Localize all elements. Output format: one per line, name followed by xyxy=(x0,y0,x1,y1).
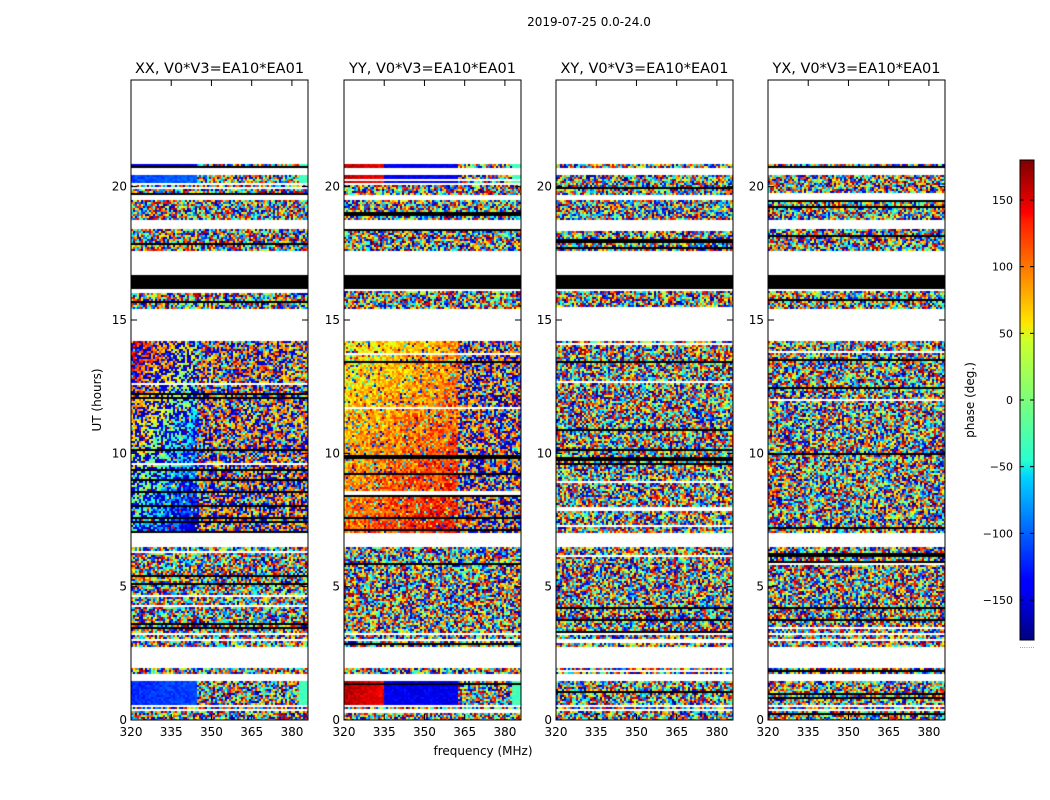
x-tick-label: 335 xyxy=(373,725,396,739)
heatmap-image xyxy=(131,80,308,720)
colorbar-tick-label: 0 xyxy=(1006,394,1013,407)
heatmap-canvas xyxy=(131,80,308,720)
y-tick-label: 15 xyxy=(112,313,127,327)
x-tick-label: 335 xyxy=(160,725,183,739)
x-tick-label: 350 xyxy=(837,725,860,739)
panel-xy: XY, V0*V3=EA10*EA01 320 335 350 365 380 0 5 10 15… xyxy=(537,61,734,739)
x-tick-label: 350 xyxy=(625,725,648,739)
x-axis-label: frequency (MHz) xyxy=(433,744,532,758)
panel-title: XX, V0*V3=EA10*EA01 xyxy=(135,61,304,77)
y-tick-label: 20 xyxy=(749,180,764,194)
x-tick-label: 380 xyxy=(917,725,940,739)
colorbar-tick-label: −100 xyxy=(983,527,1013,540)
colorbar-label: phase (deg.) xyxy=(963,362,977,438)
panel-xx: XX, V0*V3=EA10*EA01 320 335 350 365 380 0 5 10 15… xyxy=(112,61,309,739)
heatmap-canvas xyxy=(344,80,521,720)
y-tick-label: 15 xyxy=(749,313,764,327)
figure-suptitle: 2019-07-25 0.0-24.0 xyxy=(527,15,651,29)
x-tick-label: 350 xyxy=(413,725,436,739)
heatmap-image xyxy=(344,80,521,720)
panel-frame xyxy=(555,79,734,721)
panel-yy: YY, V0*V3=EA10*EA01 320 335 350 365 380 0 5 10 15… xyxy=(325,61,522,739)
y-tick-label: 0 xyxy=(332,713,340,727)
colorbar-footer: ....... xyxy=(1019,642,1035,650)
x-tick-label: 365 xyxy=(453,725,476,739)
heatmap-image xyxy=(768,80,945,720)
heatmap-canvas xyxy=(556,80,733,720)
y-tick-label: 10 xyxy=(537,446,552,460)
y-tick-label: 20 xyxy=(325,180,340,194)
y-tick-label: 10 xyxy=(325,446,340,460)
x-tick-label: 335 xyxy=(797,725,820,739)
x-tick-label: 365 xyxy=(877,725,900,739)
y-tick-label: 10 xyxy=(749,446,764,460)
panel-frame xyxy=(767,79,946,721)
heatmap-image xyxy=(556,80,733,720)
heatmap-canvas xyxy=(768,80,945,720)
y-tick-label: 5 xyxy=(756,580,764,594)
y-tick-label: 10 xyxy=(112,446,127,460)
x-tick-label: 350 xyxy=(200,725,223,739)
colorbar: 150 100 50 0 −50 −100 −150 phase (deg.) ......… xyxy=(963,159,1035,650)
x-tick-label: 320 xyxy=(757,725,780,739)
x-tick-label: 320 xyxy=(333,725,356,739)
x-tick-label: 365 xyxy=(240,725,263,739)
x-tick-label: 380 xyxy=(705,725,728,739)
panel-title: XY, V0*V3=EA10*EA01 xyxy=(560,61,728,77)
colorbar-tick-label: 50 xyxy=(999,327,1013,340)
y-tick-label: 0 xyxy=(544,713,552,727)
y-tick-label: 15 xyxy=(537,313,552,327)
panel-title: YY, V0*V3=EA10*EA01 xyxy=(348,61,516,77)
x-tick-label: 335 xyxy=(585,725,608,739)
colorbar-tick-label: −150 xyxy=(983,594,1013,607)
y-tick-label: 5 xyxy=(119,580,127,594)
x-tick-label: 320 xyxy=(120,725,143,739)
x-tick-label: 380 xyxy=(493,725,516,739)
panel-frame xyxy=(343,79,522,721)
colorbar-tick-label: −50 xyxy=(990,461,1013,474)
y-tick-label: 5 xyxy=(332,580,340,594)
panel-yx: YX, V0*V3=EA10*EA01 320 335 350 365 380 0 5 10 15… xyxy=(749,61,946,739)
x-tick-label: 365 xyxy=(665,725,688,739)
y-tick-label: 0 xyxy=(119,713,127,727)
panels: XX, V0*V3=EA10*EA01 320 335 350 365 380 0 5 10 15… xyxy=(112,61,946,739)
colorbar-tick-label: 150 xyxy=(992,194,1013,207)
panel-title: YX, V0*V3=EA10*EA01 xyxy=(771,61,940,77)
y-tick-label: 15 xyxy=(325,313,340,327)
y-tick-label: 20 xyxy=(537,180,552,194)
y-tick-label: 0 xyxy=(756,713,764,727)
colorbar-ticks: 150 100 50 0 −50 −100 −150 xyxy=(983,194,1034,607)
x-tick-label: 380 xyxy=(280,725,303,739)
y-tick-label: 5 xyxy=(544,580,552,594)
y-tick-label: 20 xyxy=(112,180,127,194)
colorbar-tick-label: 100 xyxy=(992,261,1013,274)
y-axis-label: UT (hours) xyxy=(90,368,104,431)
panel-frame xyxy=(130,79,309,721)
x-tick-label: 320 xyxy=(545,725,568,739)
